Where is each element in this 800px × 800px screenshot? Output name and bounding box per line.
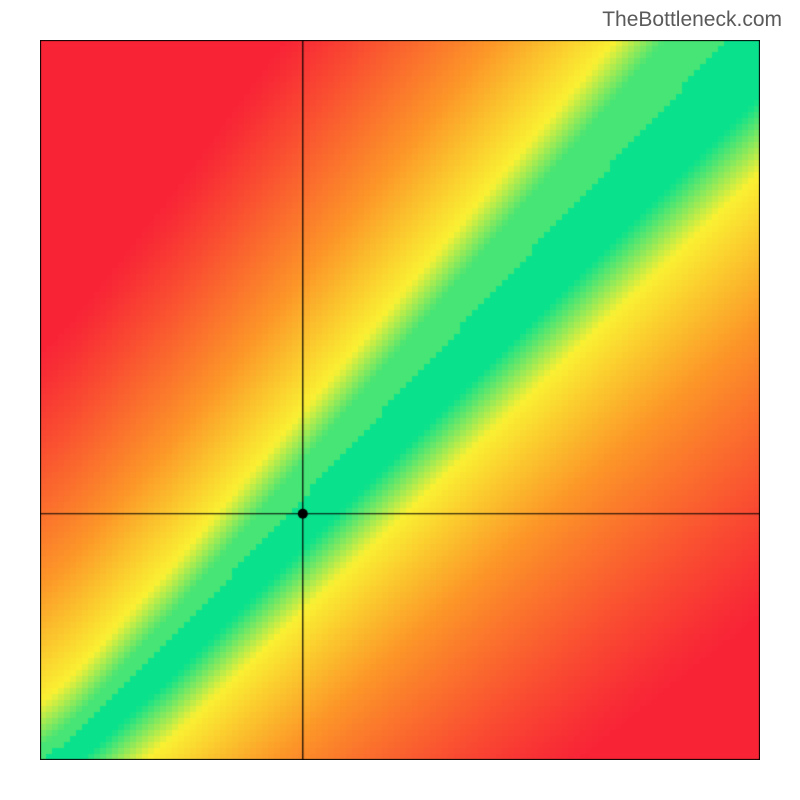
- watermark-text: TheBottleneck.com: [602, 8, 782, 32]
- chart-container: TheBottleneck.com: [0, 0, 800, 800]
- heatmap-canvas: [40, 40, 760, 760]
